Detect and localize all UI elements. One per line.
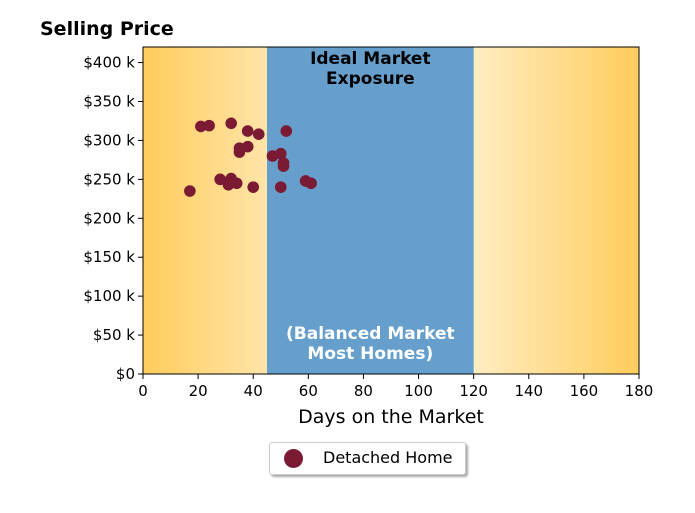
data-point — [280, 125, 293, 137]
data-point — [274, 181, 287, 193]
data-point — [184, 185, 196, 197]
plot-frame — [142, 46, 640, 375]
y-axis: $0 $50 k $100 k $150 k $200 k $250 k $300 k $35… — [83, 54, 143, 383]
x-tick-label: 60 — [299, 382, 318, 400]
data-point — [203, 119, 215, 132]
chart-title: Selling Price — [40, 18, 174, 40]
data-point — [305, 177, 317, 190]
y-tick-label: $400 k — [83, 54, 135, 72]
data-point — [252, 128, 265, 140]
x-tick-label: 140 — [514, 382, 543, 400]
data-point — [277, 160, 290, 172]
region-top-label: Ideal Market Exposure — [310, 49, 431, 89]
x-tick-label: 100 — [404, 382, 433, 400]
legend-marker-detached-home — [284, 449, 303, 468]
y-tick-label: $150 k — [83, 248, 135, 266]
data-point — [230, 177, 243, 190]
data-point — [225, 117, 237, 130]
x-tick-label: 20 — [189, 382, 208, 400]
x-tick-label: 160 — [570, 382, 599, 400]
y-tick-label: $200 k — [83, 209, 135, 227]
data-point — [274, 147, 287, 160]
y-tick-label: $0 — [116, 365, 135, 383]
data-point — [214, 173, 226, 186]
y-tick-label: $250 k — [83, 170, 135, 188]
legend: Detached Home — [269, 442, 466, 475]
y-tick-label: $100 k — [83, 287, 135, 305]
x-axis: 0 20 40 60 80 100 120 140 160 180 — [138, 374, 653, 400]
y-tick-label: $300 k — [83, 131, 135, 149]
data-point — [241, 140, 254, 153]
y-tick-label: $50 k — [93, 326, 135, 344]
x-tick-label: 0 — [138, 382, 148, 400]
x-tick-label: 80 — [354, 382, 373, 400]
y-tick-label: $350 k — [83, 93, 135, 111]
ideal-market-region — [267, 47, 474, 374]
data-point — [241, 125, 254, 137]
x-axis-label: Days on the Market — [298, 406, 484, 428]
region-bottom-label: (Balanced Market Most Homes) — [286, 324, 455, 364]
x-tick-label: 40 — [244, 382, 263, 400]
legend-label-detached-home: Detached Home — [323, 448, 453, 467]
x-tick-label: 180 — [625, 382, 654, 400]
x-tick-label: 120 — [459, 382, 488, 400]
data-point — [247, 181, 260, 193]
